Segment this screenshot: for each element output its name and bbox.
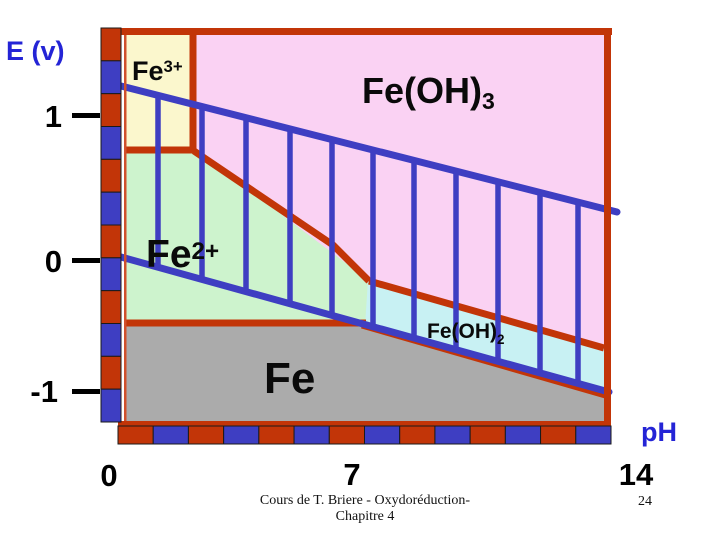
x-axis-checker-bar-square-2	[187, 425, 225, 445]
x-axis-checker-bar-square-3	[223, 425, 260, 445]
region-label-fe2plus: Fe2+	[146, 233, 220, 276]
x-axis-checker-bar-square-4	[258, 425, 295, 445]
region-fe-fill	[124, 320, 611, 424]
x-axis-checker-bar-square-11	[504, 425, 542, 445]
x-tick-label-14: 14	[618, 457, 654, 492]
slide-page-number: 24	[638, 494, 652, 509]
boundary-fe2-feoh3-diagonal	[192, 148, 372, 284]
footer-chapter: Chapitre 4	[335, 509, 395, 524]
y-axis-checker-bar-square-1	[100, 60, 122, 95]
x-axis-checker-bar-square-13	[575, 425, 612, 445]
y-axis-checker-bar-square-5	[100, 191, 122, 226]
y-axis-checker-bar-square-3	[100, 126, 122, 160]
y-tick-label-1: 1	[44, 99, 62, 134]
y-tick-dash-2	[72, 389, 100, 394]
water-lower-line	[117, 253, 613, 396]
x-axis-checker-bar-square-6	[328, 425, 365, 445]
y-tick-dash-1	[72, 258, 100, 263]
x-axis-checker-bar-square-8	[399, 425, 436, 445]
y-axis-checker-bar-square-11	[100, 388, 122, 423]
y-axis-checker-bar-square-6	[100, 224, 122, 259]
slide-footer: Cours de T. Briere - Oxydoréduction- Cha…	[200, 493, 530, 525]
y-tick-label-0: 0	[44, 244, 62, 279]
water-upper-line	[117, 82, 621, 216]
region-label-fe: Fe	[264, 354, 316, 403]
region-label-feoh2: Fe(OH)2	[427, 320, 505, 347]
y-axis-checker-bar-square-8	[100, 290, 122, 324]
y-axis-checker-bar-square-4	[100, 158, 122, 193]
footer-course-title: Cours de T. Briere - Oxydoréduction-	[259, 493, 471, 508]
x-axis-checker-bar-square-12	[540, 425, 577, 445]
plot-border-bottom	[118, 421, 611, 428]
x-axis-checker-bar-square-10	[469, 425, 506, 445]
region-label-fe3plus: Fe3+	[132, 56, 183, 86]
y-axis-checker-bar-square-9	[100, 323, 122, 357]
y-axis-label: E (v)	[6, 36, 65, 66]
x-axis-checker-bar-square-7	[364, 425, 401, 445]
boundary-feoh3-feoh2-diagonal	[368, 277, 605, 352]
x-axis-checker-bar-square-5	[293, 425, 330, 445]
y-axis-checker-bar-square-7	[100, 257, 122, 292]
region-label-feoh3: Fe(OH)3	[362, 70, 495, 114]
x-tick-label-7: 7	[343, 457, 361, 492]
region-feoh2-fill	[365, 280, 611, 394]
x-axis-checker-bar-square-0	[117, 425, 154, 445]
y-tick-label-minus1: -1	[30, 374, 58, 409]
plot-border-left	[124, 31, 127, 421]
y-axis-checker-bar-square-0	[100, 27, 122, 62]
x-tick-label-0: 0	[100, 458, 118, 493]
x-axis-checker-bar-square-9	[434, 425, 471, 445]
x-axis-label: pH	[641, 417, 677, 447]
y-tick-dash-0	[72, 113, 100, 118]
plot-border-top	[101, 28, 612, 35]
y-axis-checker-bar-square-10	[100, 355, 122, 390]
plot-border-right	[604, 28, 611, 428]
x-axis-checker-bar-square-1	[152, 425, 189, 445]
y-axis-checker-bar-square-2	[100, 93, 122, 127]
